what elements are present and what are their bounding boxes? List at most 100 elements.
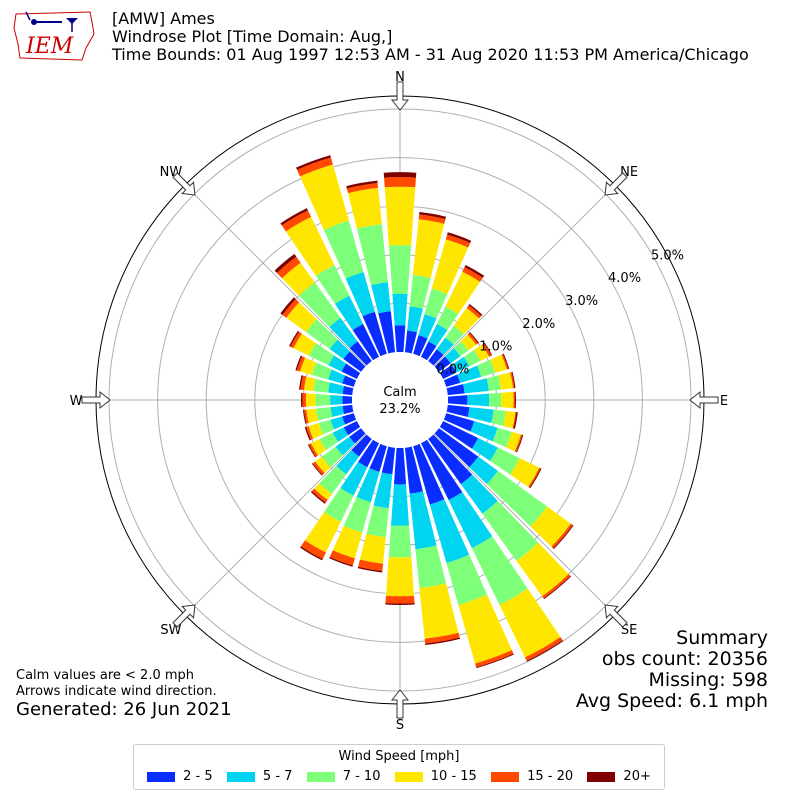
rose-wedge	[511, 371, 516, 389]
rose-wedge	[315, 407, 333, 421]
rose-wedge	[302, 393, 307, 407]
rose-wedge	[330, 395, 343, 405]
rose-wedge	[362, 311, 387, 357]
grid-spoke	[433, 184, 616, 367]
rose-wedge	[424, 632, 460, 644]
rose-wedge	[290, 331, 302, 349]
rose-wedge	[501, 354, 509, 370]
legend-label: 20+	[623, 769, 651, 784]
rose-wedge	[311, 362, 332, 380]
rose-wedge	[436, 306, 459, 331]
rose-wedge	[501, 391, 514, 409]
rose-wedge	[341, 363, 361, 380]
rose-wedge	[431, 239, 469, 295]
rose-wedge	[404, 446, 423, 494]
rose-wedge	[304, 512, 341, 553]
rose-wedge	[383, 172, 417, 178]
grid-spoke	[433, 433, 616, 616]
wind-arrow-icon	[390, 81, 410, 111]
rose-wedge	[335, 436, 356, 456]
rose-wedge	[543, 575, 572, 600]
legend-title: Wind Speed [mph]	[338, 749, 460, 764]
rose-wedge	[352, 324, 380, 361]
legend-items: 2 - 5 5 - 7 7 - 10 10 - 15 15 - 20 20+	[140, 769, 658, 784]
grid-spoke	[184, 433, 367, 616]
rose-wedge	[419, 212, 447, 220]
rose-wedge	[473, 344, 490, 361]
rose-wedge	[476, 653, 514, 669]
wind-arrow-icon	[390, 689, 410, 719]
rose-wedge	[394, 325, 406, 353]
rose-wedge	[446, 384, 465, 396]
summary-block: Summary obs count: 20356 Missing: 598 Av…	[576, 628, 768, 712]
rose-wedge	[349, 341, 372, 366]
legend-swatch	[491, 771, 520, 782]
rose-wedge	[300, 392, 303, 408]
compass-label: SW	[160, 623, 181, 638]
compass-label: W	[70, 394, 83, 409]
rose-wedge	[446, 404, 470, 418]
logo-text: IEM	[26, 34, 74, 59]
grid-spoke	[184, 184, 367, 367]
rose-wedge	[512, 411, 517, 429]
rose-wedge	[516, 434, 524, 453]
rose-wedge	[306, 319, 338, 350]
rose-wedge	[315, 393, 331, 407]
rose-wedge	[420, 439, 463, 501]
rose-wedge	[391, 484, 409, 526]
rose-wedge	[296, 356, 306, 372]
rose-wedge	[451, 356, 470, 373]
rose-wedge	[453, 341, 469, 357]
rose-wedge	[276, 256, 301, 279]
rose-wedge	[445, 325, 464, 345]
rose-wedge	[462, 267, 483, 282]
rose-wedge	[384, 177, 416, 188]
rose-wedge	[342, 385, 354, 396]
rose-wedge	[306, 426, 314, 440]
rose-wedge	[321, 446, 343, 468]
rose-wedge	[514, 391, 517, 409]
rose-wedge	[280, 297, 296, 315]
rose-wedge	[314, 483, 332, 500]
legend-label: 7 - 10	[342, 769, 381, 784]
compass-label: E	[720, 394, 728, 409]
compass-label: N	[395, 70, 405, 85]
rose-wedge	[318, 419, 335, 435]
rose-wedge	[460, 474, 498, 514]
rose-wedge	[345, 272, 375, 317]
rose-wedge	[412, 219, 445, 279]
wind-arrow-icon	[172, 172, 196, 196]
rose-wedge	[457, 365, 482, 383]
radial-tick-label: 1.0%	[479, 340, 512, 355]
rose-wedge	[300, 540, 326, 560]
rose-wedge	[526, 640, 564, 662]
rose-wedge	[340, 461, 368, 496]
rose-wedge	[498, 372, 514, 390]
rose-wedge	[313, 378, 330, 393]
calm-circle	[352, 352, 448, 448]
rose-wedge	[464, 265, 485, 278]
rose-wedge	[319, 465, 347, 494]
rose-wedge	[463, 378, 489, 394]
station-title: [AMW] Ames	[112, 9, 215, 28]
rose-wedge	[298, 282, 341, 328]
rose-wedge	[542, 574, 571, 599]
notes-block: Calm values are < 2.0 mph Arrows indicat…	[16, 668, 217, 700]
radial-tick-label: 2.0%	[522, 317, 555, 332]
rose-wedge	[323, 220, 364, 279]
rose-wedge	[447, 395, 468, 405]
rose-wedge	[445, 271, 481, 314]
rose-wedge	[468, 304, 483, 316]
rose-wedge	[413, 335, 428, 357]
calm-label: Calm	[383, 385, 416, 400]
rose-wedge	[369, 443, 387, 472]
rose-wedge	[413, 443, 445, 505]
rose-wedge	[274, 254, 297, 274]
rose-wedge	[282, 298, 300, 318]
summary-avg-speed: Avg Speed: 6.1 mph	[575, 690, 768, 712]
rose-wedge	[404, 330, 418, 354]
rose-wedge	[388, 245, 412, 294]
wind-arrow-icon	[81, 390, 111, 410]
iowa-map-icon	[13, 11, 95, 61]
rose-wedge	[281, 210, 312, 232]
